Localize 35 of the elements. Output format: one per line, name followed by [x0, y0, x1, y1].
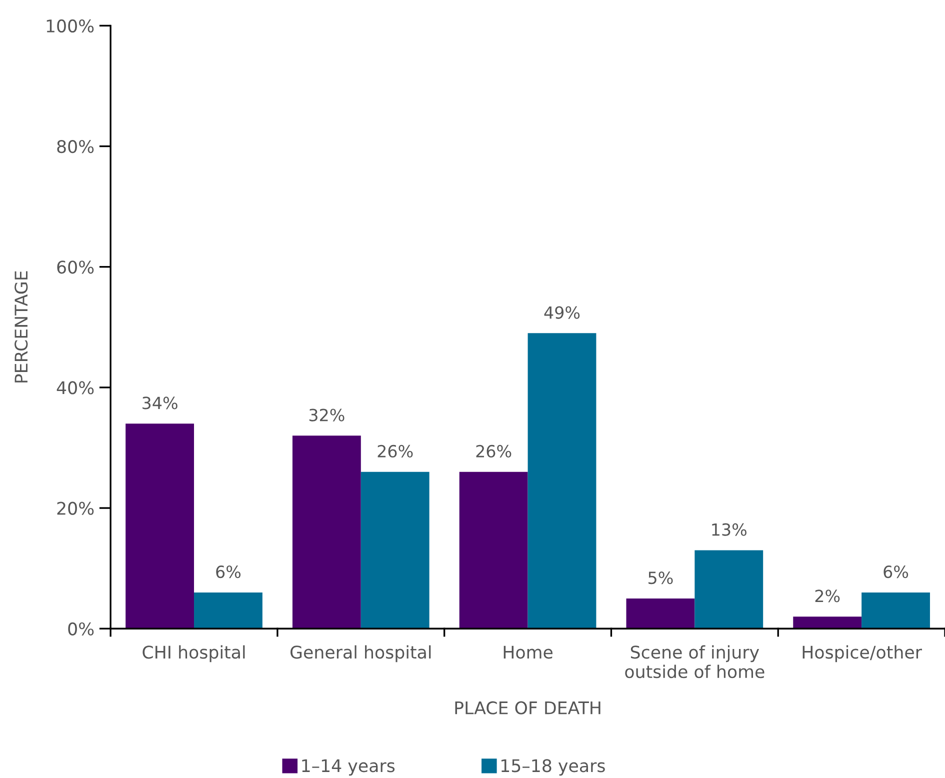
y-tick-label: 20% [57, 502, 94, 515]
x-tick-label: Scene of injury outside of home [625, 645, 764, 678]
y-tick-label: 100% [46, 19, 94, 33]
bar [459, 472, 528, 629]
y-tick-label: 80% [57, 140, 94, 154]
bar [626, 598, 695, 629]
data-label: 2% [815, 590, 840, 602]
bar [194, 592, 262, 629]
bar [862, 592, 930, 629]
data-label: 26% [378, 444, 413, 458]
data-label: 49% [544, 306, 580, 319]
y-tick-label: 60% [57, 260, 94, 274]
data-label: 13% [712, 523, 746, 536]
data-label: 5% [648, 572, 673, 584]
bar [126, 424, 194, 629]
bar [292, 436, 361, 629]
bar [694, 550, 764, 629]
x-tick-label: Hospice/other [802, 645, 922, 662]
bar [360, 472, 430, 629]
y-tick-label: 0% [68, 622, 94, 636]
bar [793, 616, 862, 629]
data-label: 6% [884, 566, 908, 578]
x-axis-title: PLACE OF DEATH [455, 701, 600, 714]
legend-label: 15–18 years [501, 759, 605, 776]
data-label: 26% [476, 444, 512, 458]
x-tick-label: CHI hospital [142, 645, 245, 662]
y-axis-title: PERCENTAGE [14, 271, 28, 382]
x-tick-label: Home [504, 646, 552, 659]
x-tick-label: General hospital [290, 645, 431, 662]
y-tick-label: 40% [56, 381, 94, 394]
data-label: 34% [142, 396, 178, 410]
legend-label: 1–14 years [302, 759, 395, 776]
bar [528, 333, 596, 629]
data-label: 6% [216, 566, 241, 578]
data-label: 32% [309, 408, 344, 422]
